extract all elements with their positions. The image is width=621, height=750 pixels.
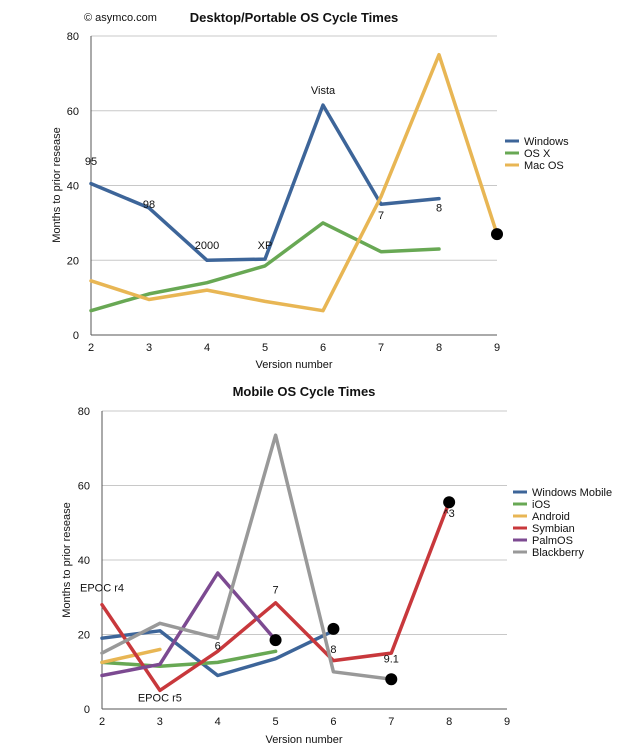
data-marker	[269, 634, 282, 647]
series-line-symbian	[100, 500, 451, 693]
point-annotation: 8	[330, 644, 336, 656]
y-tick-label: 60	[78, 481, 90, 493]
y-tick-label: 0	[84, 704, 90, 716]
x-tick-label: 2	[99, 716, 105, 728]
legend-label: Symbian	[532, 523, 575, 535]
y-axis-label: Months to prior resease	[61, 502, 73, 618]
desktop-os-chart: Desktop/Portable OS Cycle Times 0 20 40 60 8…	[51, 10, 569, 371]
series-line-windows	[89, 103, 441, 263]
data-marker	[491, 228, 503, 241]
point-annotation: 9.1	[384, 653, 399, 665]
y-tick-label: 40	[78, 555, 90, 567]
legend-label: Android	[532, 511, 570, 523]
series-line-palmos	[100, 571, 278, 678]
y-tick-label: 20	[78, 630, 90, 642]
series-line-os-x	[89, 221, 441, 313]
x-tick-label: 8	[436, 342, 442, 354]
legend-label: OS X	[524, 148, 551, 160]
x-axis-label: Version number	[265, 734, 342, 746]
legend-label: Mac OS	[524, 160, 564, 172]
y-tick-label: 80	[67, 31, 79, 43]
point-annotation: 8	[436, 203, 442, 215]
y-tick-label: 0	[73, 330, 79, 342]
x-tick-label: 7	[378, 342, 384, 354]
y-tick-label: 20	[67, 255, 79, 267]
point-annotation: 2000	[195, 240, 219, 252]
x-tick-label: 7	[388, 716, 394, 728]
legend-label: Blackberry	[532, 547, 584, 559]
legend-label: Windows Mobile	[532, 487, 612, 499]
x-tick-label: 9	[504, 716, 510, 728]
y-tick-label: 80	[78, 406, 90, 418]
series-line-blackberry	[100, 433, 394, 681]
point-annotation: EPOC r5	[138, 693, 182, 705]
series-line-mac-os	[89, 52, 499, 313]
y-tick-label: 40	[67, 181, 79, 193]
point-annotation: 7	[273, 585, 279, 597]
chart-title: Mobile OS Cycle Times	[233, 384, 376, 399]
series-line-android	[100, 647, 162, 665]
point-annotation: 6	[215, 640, 221, 652]
legend-label: PalmOS	[532, 535, 573, 547]
x-tick-label: 4	[204, 342, 210, 354]
legend-label: Windows	[524, 136, 569, 148]
data-marker	[327, 622, 340, 635]
series-line-ios	[100, 649, 278, 668]
x-tick-label: 5	[273, 716, 279, 728]
credit-text: © asymco.com	[84, 12, 157, 24]
x-tick-label: 4	[215, 716, 221, 728]
x-tick-label: 3	[146, 342, 152, 354]
x-axis-label: Version number	[255, 359, 332, 371]
chart-title: Desktop/Portable OS Cycle Times	[190, 10, 399, 25]
x-tick-label: 2	[88, 342, 94, 354]
x-tick-label: 3	[157, 716, 163, 728]
x-tick-label: 9	[494, 342, 500, 354]
x-tick-label: 6	[330, 716, 336, 728]
point-annotation: ^3	[444, 508, 455, 520]
x-tick-label: 8	[446, 716, 452, 728]
legend-label: iOS	[532, 499, 550, 511]
x-tick-label: 5	[262, 342, 268, 354]
point-annotation: 7	[378, 210, 384, 222]
y-tick-label: 60	[67, 106, 79, 118]
y-axis-label: Months to prior resease	[51, 127, 63, 243]
x-tick-label: 6	[320, 342, 326, 354]
data-marker	[443, 496, 456, 509]
data-marker	[385, 673, 398, 686]
point-annotation: XP	[258, 240, 273, 252]
point-annotation: Vista	[311, 85, 336, 97]
point-annotation: 95	[85, 156, 97, 168]
point-annotation: EPOC r4	[80, 583, 124, 595]
point-annotation: 98	[143, 199, 155, 211]
